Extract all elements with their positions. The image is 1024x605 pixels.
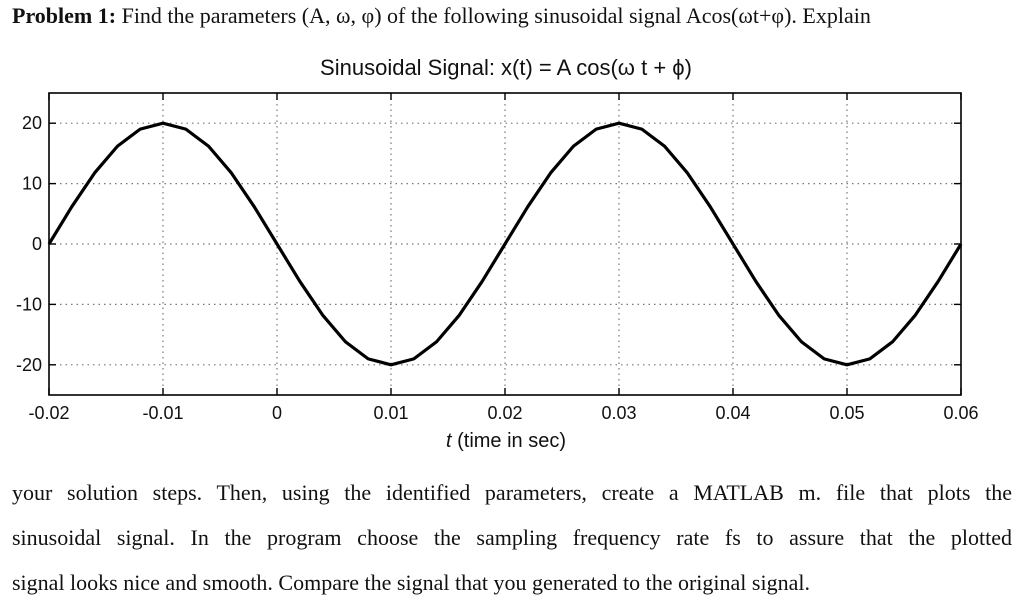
signal-point — [413, 358, 415, 360]
signal-point — [550, 172, 552, 174]
signal-point — [390, 364, 392, 366]
signal-point — [504, 243, 506, 245]
tick-marks — [48, 93, 962, 395]
signal-point — [709, 206, 711, 208]
signal-point — [162, 122, 164, 124]
y-tick-label: 20 — [22, 113, 42, 133]
signal-point — [185, 128, 187, 130]
signal-point — [732, 243, 734, 245]
signal-point — [458, 314, 460, 316]
signal-point — [230, 172, 232, 174]
sinusoid-chart: Sinusoidal Signal: x(t) = A cos(ω t + ϕ)… — [16, 55, 979, 452]
x-tick-label: 0.03 — [601, 403, 636, 423]
problem-statement: Problem 1: Find the parameters (A, ω, φ)… — [12, 3, 1017, 29]
y-tick-label: 0 — [32, 234, 42, 254]
y-tick-label: -20 — [16, 355, 42, 375]
signal-point — [116, 145, 118, 147]
signal-point — [960, 243, 962, 245]
x-axis-label-text: (time in sec) — [452, 430, 566, 452]
instructions-paragraph: your solution steps. Then, using the ide… — [12, 470, 1012, 605]
signal-point — [937, 280, 939, 282]
problem-label: Problem 1: — [12, 3, 117, 28]
x-tick-label: -0.01 — [142, 403, 183, 423]
x-axis-label: t (time in sec) — [446, 430, 566, 452]
paragraph-line-2: sinusoidal signal. In the program choose… — [12, 525, 1012, 550]
signal-point — [572, 145, 575, 147]
signal-point — [71, 206, 73, 208]
signal-point — [595, 128, 597, 130]
signal-point — [800, 341, 803, 343]
problem-text: Find the parameters (A, ω, φ) of the fol… — [116, 3, 871, 28]
signal-point — [869, 358, 871, 360]
signal-point — [846, 364, 848, 366]
signal-point — [94, 172, 96, 174]
x-tick-label: 0.02 — [487, 403, 522, 423]
signal-point — [914, 314, 917, 316]
signal-point — [641, 128, 643, 130]
paragraph-line-1: your solution steps. Then, using the ide… — [12, 480, 1012, 505]
x-axis-label-var: t — [446, 430, 453, 452]
signal-point — [755, 280, 757, 282]
signal-point — [618, 122, 620, 124]
signal-point — [276, 243, 278, 245]
signal-point — [208, 145, 210, 147]
x-tick-label: 0.05 — [829, 403, 864, 423]
chart-title: Sinusoidal Signal: x(t) = A cos(ω t + ϕ) — [320, 55, 692, 80]
x-tick-label: 0.06 — [943, 403, 978, 423]
x-tick-labels: -0.02 -0.01 0 0.01 0.02 0.03 0.04 0.05 0.06 — [28, 403, 978, 423]
signal-point — [48, 243, 50, 245]
y-tick-label: -10 — [16, 294, 42, 314]
signal-point — [253, 206, 255, 208]
signal-point — [367, 358, 369, 360]
paragraph-line-3: signal looks nice and smooth. Compare th… — [12, 570, 810, 595]
signal-point — [527, 206, 529, 208]
signal-point — [686, 172, 689, 174]
signal-point — [778, 314, 780, 316]
x-tick-label: 0.04 — [715, 403, 750, 423]
x-tick-label: 0 — [272, 403, 282, 423]
grid-lines — [49, 93, 961, 395]
x-tick-label: -0.02 — [28, 403, 69, 423]
y-tick-label: 10 — [22, 174, 42, 194]
y-tick-labels: 20 10 0 -10 -20 — [16, 113, 42, 375]
signal-point — [664, 145, 666, 147]
signal-point — [344, 341, 346, 343]
signal-point — [892, 341, 894, 343]
signal-point — [322, 314, 324, 316]
signal-point — [481, 280, 483, 282]
signal-point — [299, 280, 301, 282]
signal-point — [139, 128, 141, 130]
signal-point — [823, 358, 825, 360]
x-tick-label: 0.01 — [373, 403, 408, 423]
signal-points — [48, 122, 962, 366]
signal-point — [436, 341, 438, 343]
